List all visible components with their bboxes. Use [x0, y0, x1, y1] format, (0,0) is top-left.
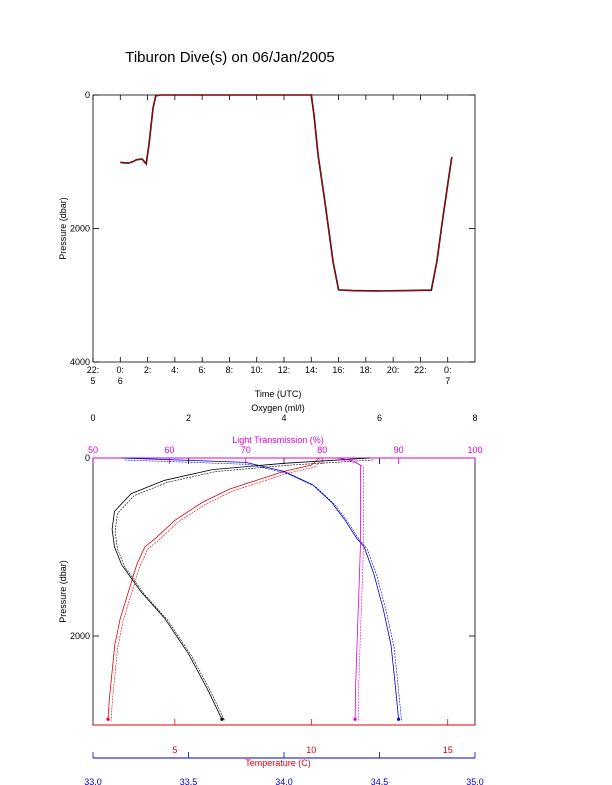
x-tick-label: 14: — [305, 365, 318, 375]
x-tick-label: 80 — [317, 445, 327, 455]
y-axis-title: Pressure (dbar) — [58, 560, 68, 623]
x-tick-label: 5 — [90, 376, 95, 386]
series-temperature-down — [107, 457, 320, 720]
x-tick-label: 34.5 — [371, 777, 389, 785]
x-tick-label: 0: — [117, 365, 125, 375]
x-tick-label: 70 — [241, 445, 251, 455]
x-tick-label: 10 — [306, 745, 316, 755]
x-tick-label: 33.0 — [84, 777, 102, 785]
x-tick-label: 15 — [443, 745, 453, 755]
y-tick-label: 2000 — [70, 631, 90, 641]
x-tick-label: 22: — [87, 365, 100, 375]
x-tick-label: 0: — [444, 365, 452, 375]
y-tick-label: 2000 — [70, 224, 90, 234]
series-temperature-end-point — [106, 717, 110, 721]
x-tick-label: 12: — [278, 365, 291, 375]
series-salinity-down — [121, 457, 399, 720]
series-salinity-end-point — [397, 717, 401, 721]
x-tick-label: 6 — [377, 413, 382, 423]
series-light-down — [337, 457, 361, 720]
series-salinity-up — [124, 459, 402, 722]
series-light-end-point — [353, 717, 357, 721]
x-tick-label: 60 — [164, 445, 174, 455]
x-tick-label: 2 — [186, 413, 191, 423]
x-tick-label: 8: — [226, 365, 234, 375]
axis-title-light: Light Transmission (%) — [232, 435, 324, 445]
x-tick-label: 4 — [281, 413, 286, 423]
y-tick-label: 4000 — [70, 357, 90, 367]
axis-title-oxygen: Oxygen (ml/l) — [251, 403, 305, 413]
x-tick-label: 20: — [387, 365, 400, 375]
y-axis-title: Pressure (dbar) — [58, 197, 68, 260]
x-tick-label: 50 — [88, 445, 98, 455]
plot-frame — [92, 457, 476, 726]
series-temperature-up — [110, 459, 323, 722]
series-oxygen-up — [114, 459, 373, 722]
series-oxygen-end-point — [220, 717, 224, 721]
x-tick-label: 33.5 — [180, 777, 198, 785]
axis-title-temperature: Temperature (C) — [245, 758, 311, 768]
x-tick-label: 90 — [394, 445, 404, 455]
x-tick-label: 2: — [144, 365, 152, 375]
x-tick-label: 5 — [172, 745, 177, 755]
x-tick-label: 6: — [198, 365, 206, 375]
x-tick-label: 10: — [250, 365, 263, 375]
x-axis-title: Time (UTC) — [255, 389, 302, 399]
x-tick-label: 0 — [90, 413, 95, 423]
series-light-up — [340, 459, 364, 722]
x-tick-label: 8 — [472, 413, 477, 423]
x-tick-label: 7 — [445, 376, 450, 386]
x-tick-label: 100 — [467, 445, 482, 455]
y-tick-label: 0 — [85, 90, 90, 100]
x-tick-label: 18: — [360, 365, 373, 375]
x-tick-label: 34.0 — [275, 777, 293, 785]
x-tick-label: 4: — [171, 365, 179, 375]
dive-series-overlay — [120, 94, 453, 292]
page-title: Tiburon Dive(s) on 06/Jan/2005 — [125, 49, 335, 66]
x-tick-label: 35.0 — [466, 777, 484, 785]
x-tick-label: 6 — [118, 376, 123, 386]
y-tick-label: 0 — [85, 453, 90, 463]
x-tick-label: 16: — [332, 365, 345, 375]
dive-series-line — [120, 94, 453, 292]
series-oxygen-down — [111, 457, 370, 720]
x-tick-label: 22: — [414, 365, 427, 375]
